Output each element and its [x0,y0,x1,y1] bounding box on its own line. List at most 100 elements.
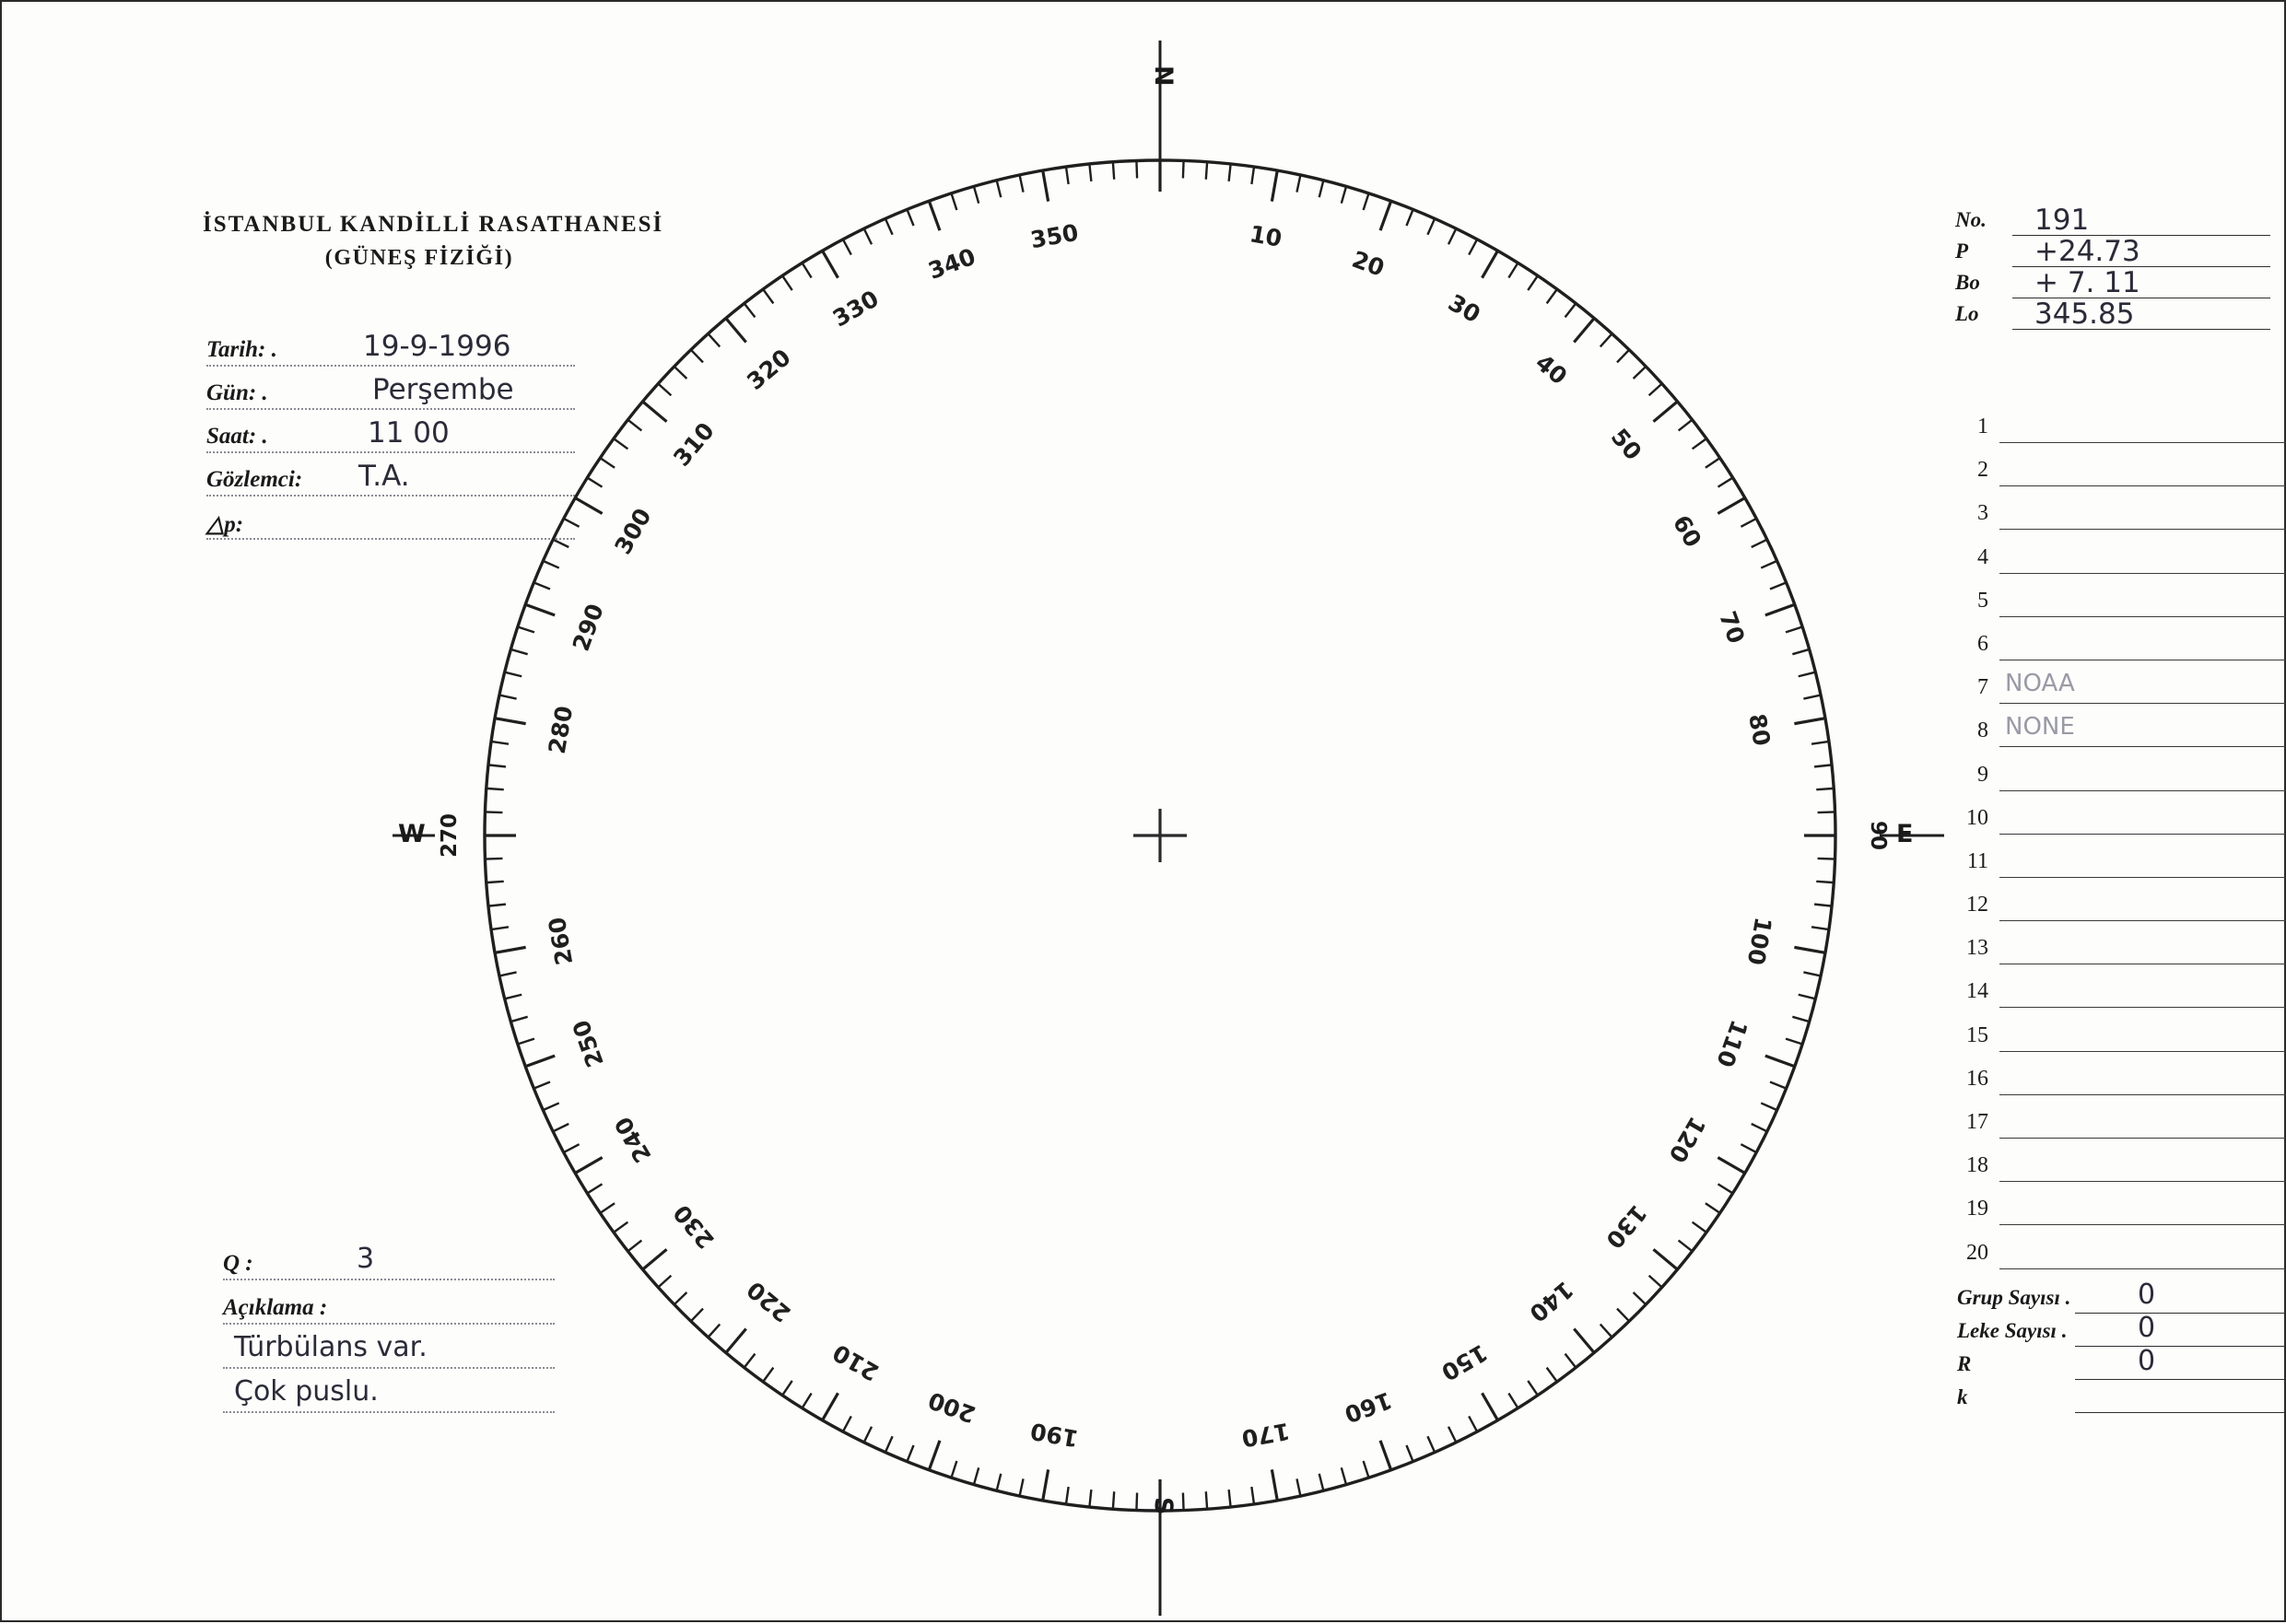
dial-degree-label: 40 [1530,349,1572,391]
dial-minor-tick [613,1221,629,1233]
dial-minor-tick [1769,1081,1788,1090]
dial-minor-tick [707,333,721,348]
parameter-value-3[interactable]: 345.85 [2034,298,2135,331]
dial-minor-tick [542,559,560,569]
form-label-2: Saat: . [206,424,268,449]
dial-degree-label: 110 [1711,1016,1753,1070]
sunspot-row-rule [1999,833,2286,835]
dial-degree-label: 60 [1668,510,1707,552]
dial-minor-tick [517,1037,535,1046]
cardinal-south-letter: S [1149,1496,1178,1514]
dial-degree-label: 330 [828,285,884,332]
form-value-2[interactable]: 11 00 [368,416,450,450]
form-value-0[interactable]: 19-9-1996 [363,330,511,363]
dial-degree-label: 20 [1349,246,1389,282]
note-value[interactable]: Türbülans var. [234,1331,428,1363]
sunspot-row-rule [1999,876,2286,878]
summary-label-2: R [1957,1352,1972,1375]
dial-degree-label: 230 [668,1199,720,1254]
dial-major-tick [1573,1327,1596,1354]
parameter-rule [2012,266,2270,267]
dial-minor-tick [552,1122,569,1133]
dial-degree-label: 350 [1028,219,1080,254]
dial-minor-tick [1340,1467,1348,1485]
dial-minor-tick [542,1102,560,1112]
sunspot-row-number: 19 [1966,1197,1988,1221]
sunspot-row: 2 [1957,458,2286,501]
sunspot-row-entry[interactable]: NOAA [2005,670,2075,698]
dial-major-tick [1378,200,1393,231]
dial-major-tick [524,602,556,617]
sunspot-row: 3 [1957,501,2286,544]
dial-major-tick [1764,1054,1796,1069]
sunspot-row-number: 16 [1966,1066,1988,1091]
dial-minor-tick [563,517,580,528]
form-value-1[interactable]: Perşembe [372,373,514,406]
sunspot-row-rule [1999,1093,2286,1095]
form-value-3[interactable]: T.A. [358,460,410,493]
dial-minor-tick [972,1467,980,1485]
dial-major-tick [1652,400,1679,423]
dial-minor-tick [1751,1122,1768,1133]
dial-minor-tick [563,1143,580,1154]
dial-minor-tick [689,348,704,364]
dial-major-tick [641,1248,668,1271]
sunspot-row: 4 [1957,545,2286,589]
summary-value-2[interactable]: 0 [2138,1345,2156,1377]
dial-minor-tick [1798,671,1816,678]
dial-minor-tick [1705,457,1721,469]
sunspot-row-rule [1999,1050,2286,1052]
dial-minor-tick [762,1366,775,1383]
dial-major-tick [1378,1440,1393,1471]
sunspot-row-entry[interactable]: NONE [2005,713,2075,742]
sunspot-row-rule [1999,1181,2286,1183]
dial-degree-label: 10 [1248,220,1284,252]
dial-minor-tick [1691,438,1707,450]
dial-minor-tick [1803,971,1822,977]
summary-rule [2075,1346,2286,1347]
parameter-row: Bo + 7. 11 [1955,266,2270,300]
dial-minor-tick [1751,538,1768,549]
parameter-value-2[interactable]: + 7. 11 [2034,266,2140,299]
note-row: Türbülans var. [223,1331,555,1378]
cardinal-pointers [393,41,1944,1616]
summary-value-0[interactable]: 0 [2138,1279,2156,1311]
note-row: Açıklama : [223,1290,555,1334]
dial-minor-tick [1677,1239,1694,1253]
sunspot-row-rule [1999,703,2286,705]
dial-degree-label: 290 [568,601,609,655]
dial-major-tick [1481,1392,1499,1421]
dial-minor-tick [762,288,775,305]
note-value[interactable]: 3 [357,1243,375,1275]
parameter-value-0[interactable]: 191 [2034,204,2090,237]
dial-minor-tick [1616,1307,1631,1323]
dial-minor-tick [1468,239,1479,256]
cardinal-south: S [1149,1492,1178,1521]
dial-minor-tick [1647,382,1663,397]
note-value[interactable]: Çok puslu. [234,1375,379,1408]
dial-minor-tick [627,418,643,432]
sunspot-row: 14 [1957,979,2286,1022]
dial-minor-tick [1362,1460,1370,1478]
page-title: İSTANBUL KANDİLLİ RASATHANESİ (GÜNEŞ FİZ… [203,212,662,271]
parameter-value-1[interactable]: +24.73 [2034,235,2140,268]
sunspot-row: 5 [1957,589,2286,632]
dial-degree-label: 100 [1742,915,1777,966]
sunspot-row-number: 2 [1977,458,1988,483]
dial-degree-label: 300 [609,504,656,559]
form-rule [206,408,575,410]
dial-minor-tick [1705,1202,1721,1214]
summary-value-1[interactable]: 0 [2138,1312,2156,1344]
parameter-rule [2012,235,2270,236]
form-rule [206,538,575,540]
note-rule [223,1367,555,1369]
sunspot-row-rule [1999,746,2286,748]
summary-label-1: Leke Sayısı . [1957,1319,2068,1342]
dial-major-tick [494,717,526,726]
cardinal-west-letter: W [398,820,426,848]
dial-minor-tick [1250,1486,1256,1505]
form-row: Tarih: . 19-9-1996 [206,330,575,375]
sunspot-row-number: 6 [1977,631,1988,656]
dial-minor-tick [1798,993,1816,1000]
